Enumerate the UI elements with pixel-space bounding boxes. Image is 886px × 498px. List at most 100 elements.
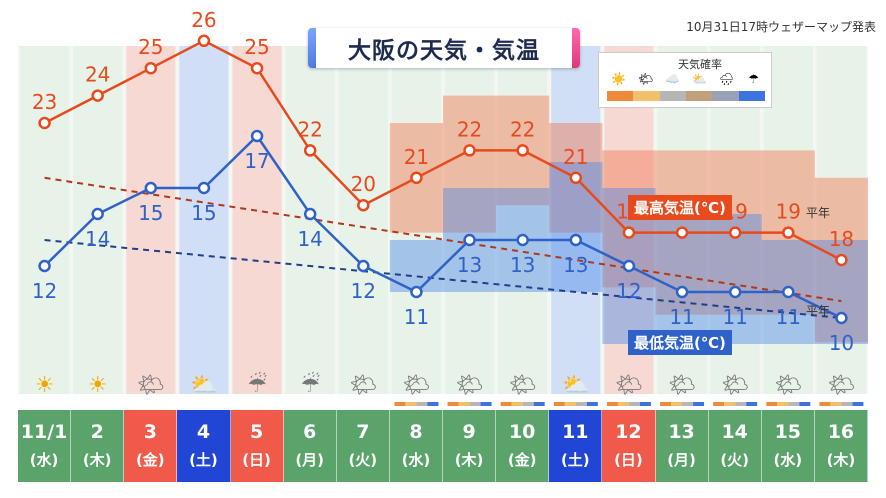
low-temp-point-10 xyxy=(569,233,583,247)
high-temp-point-2 xyxy=(144,61,158,75)
sunny-cloudy-icon: 🌤 xyxy=(349,373,377,398)
probability-bar-15-1 xyxy=(830,402,842,406)
date-label: 3 xyxy=(143,421,157,443)
low-temp-label-12: 11 xyxy=(669,305,694,329)
high-temp-label-1: 24 xyxy=(85,63,110,87)
low-temp-label-8: 13 xyxy=(457,253,482,277)
day-column-6 xyxy=(338,46,388,394)
date-cell-11: 12 (日) xyxy=(602,410,656,482)
day-column-15 xyxy=(816,46,866,394)
low-temp-line xyxy=(43,134,842,320)
weekday-label: (月) xyxy=(667,451,696,469)
date-cell-10: 11 (土) xyxy=(549,410,603,482)
probability-bar-10-2 xyxy=(575,402,587,406)
low-temp-point-14 xyxy=(782,285,795,299)
credit-text: 10月31日17時ウェザーマップ発表 xyxy=(686,20,876,34)
probability-bar-10-3 xyxy=(586,402,598,406)
day-column-0 xyxy=(20,46,70,394)
weekday-label: (木) xyxy=(82,451,112,469)
low-temp-label-2: 15 xyxy=(138,201,163,225)
low-temp-point-12 xyxy=(675,285,689,299)
date-axis: 11/1 (水) 2 (木) 3 (金) 4 (土) 5 (日) 6 (月) 7 (火) 8 (水) 9 (木) 1… xyxy=(18,410,868,482)
probability-bar-13-3 xyxy=(746,402,758,406)
low-temp-point-0 xyxy=(38,259,51,273)
weekday-label: (木) xyxy=(826,451,856,469)
sunny-cloudy-icon: 🌤 xyxy=(509,373,537,398)
probability-bar-15-0 xyxy=(819,402,831,406)
date-cell-12: 13 (月) xyxy=(655,410,709,482)
weekday-label: (金) xyxy=(507,451,537,469)
high-temp-label-8: 22 xyxy=(457,117,482,141)
probability-bar-13-1 xyxy=(724,402,736,406)
weekday-label: (日) xyxy=(614,451,643,469)
probability-bar-10-0 xyxy=(553,402,565,406)
chart-title-box: 大阪の天気・気温 xyxy=(308,28,580,68)
probability-bar-11-0 xyxy=(606,402,618,406)
date-cell-2: 3 (金) xyxy=(124,410,178,482)
high-temp-point-5 xyxy=(303,144,317,157)
probability-bar-8-0 xyxy=(447,402,459,406)
probability-bar-8-1 xyxy=(458,402,470,406)
probability-bar-14-2 xyxy=(788,402,800,406)
weekday-label: (土) xyxy=(189,451,218,469)
umbrella-icon: ☂ xyxy=(748,72,759,86)
high-temp-label-2: 25 xyxy=(138,35,163,59)
low-temp-label-14: 11 xyxy=(776,305,801,329)
high-temp-label-5: 22 xyxy=(297,117,322,141)
date-label: 4 xyxy=(196,421,211,443)
day-column-9 xyxy=(498,46,548,394)
day-column-4 xyxy=(232,46,282,394)
low-temp-label-4: 17 xyxy=(244,149,269,173)
probability-bar-15-3 xyxy=(852,402,864,406)
probability-bar-14-1 xyxy=(777,402,789,406)
weekday-label: (木) xyxy=(454,451,484,469)
date-label: 14 xyxy=(721,421,748,443)
high-temp-point-13 xyxy=(728,226,742,239)
day-column-2 xyxy=(126,46,176,394)
probability-bar-11-2 xyxy=(628,402,640,406)
probability-legend: 天気確率 ☀️ 🌤 ☁️ ⛅ 🌧 ☂ xyxy=(598,52,772,108)
high-temp-point-1 xyxy=(91,89,104,102)
cloudy-sunny-icon: ⛅ xyxy=(692,72,707,86)
weekday-label: (火) xyxy=(348,451,378,469)
high-temp-label-15: 18 xyxy=(829,227,854,251)
date-label: 8 xyxy=(409,421,423,443)
low-temp-point-1 xyxy=(91,207,104,221)
low-temp-point-7 xyxy=(410,285,423,299)
low-temp-point-15 xyxy=(835,311,848,325)
probability-bar-14-0 xyxy=(766,402,778,406)
low-temp-point-11 xyxy=(622,259,636,273)
low-temp-label-11: 12 xyxy=(616,279,641,303)
date-label: 7 xyxy=(356,421,370,443)
probability-bar-8-2 xyxy=(469,402,481,406)
sunny-cloudy-icon: 🌤 xyxy=(668,373,696,398)
probability-bar-7-1 xyxy=(405,402,417,406)
date-label: 12 xyxy=(615,421,642,443)
probability-legend-title: 天気確率 xyxy=(678,58,722,71)
date-label: 10 xyxy=(508,421,536,443)
high-temp-label-0: 23 xyxy=(32,90,57,114)
sunny-cloudy-icon: 🌤 xyxy=(402,373,430,398)
probability-bar-7-2 xyxy=(416,402,428,406)
high-temp-point-8 xyxy=(463,144,476,157)
high-temp-point-12 xyxy=(675,226,689,239)
probability-bar-11-3 xyxy=(639,402,651,406)
high-temp-label-9: 22 xyxy=(510,117,535,141)
low-temp-range-band xyxy=(389,162,868,344)
weekday-label: (土) xyxy=(560,451,590,469)
weekday-label: (水) xyxy=(773,451,803,469)
high-temp-point-4 xyxy=(250,61,264,75)
probability-color-strip xyxy=(607,91,765,101)
low-temp-label-3: 15 xyxy=(191,201,216,225)
date-label: 13 xyxy=(668,421,695,443)
weekday-label: (日) xyxy=(242,451,271,469)
high-temp-label-7: 21 xyxy=(404,145,429,169)
sunny-cloudy-icon: 🌤 xyxy=(456,373,484,398)
low-temp-point-6 xyxy=(357,259,370,273)
probability-bar-9-2 xyxy=(522,402,534,406)
high-temp-point-0 xyxy=(38,116,51,130)
date-cell-3: 4 (土) xyxy=(177,410,231,482)
probability-bar-15-2 xyxy=(841,402,853,406)
low-temp-point-2 xyxy=(144,181,158,195)
rain-cloud-icon: 🌧 xyxy=(718,72,735,86)
